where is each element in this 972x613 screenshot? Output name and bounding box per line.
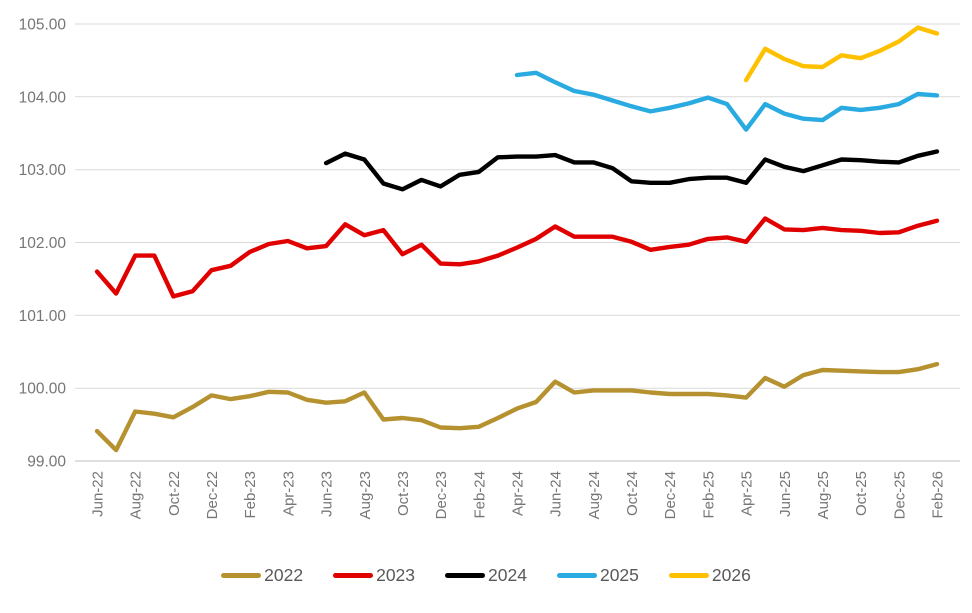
legend-swatch-2022 — [221, 572, 262, 578]
legend-item-2022[interactable]: 2022 — [221, 565, 303, 586]
y-axis-tick-label: 100.00 — [19, 381, 67, 398]
x-axis-tick-label: Aug-22 — [128, 471, 145, 519]
series-line-2024[interactable] — [323, 149, 940, 192]
legend-label: 2022 — [264, 564, 304, 585]
y-axis-tick-label: 104.00 — [19, 89, 67, 106]
y-axis-tick-label: 103.00 — [19, 162, 67, 179]
chart-legend: 2022 2023 2024 2025 2026 — [0, 561, 972, 589]
y-axis-tick-label: 101.00 — [19, 308, 67, 325]
x-axis-tick-label: Feb-26 — [930, 471, 947, 519]
x-axis-tick-label: Jun-25 — [777, 471, 794, 517]
x-axis-tick-label: Apr-25 — [739, 471, 756, 516]
x-axis-tick-label: Jun-23 — [319, 471, 336, 517]
y-axis-tick-label: 99.00 — [27, 454, 66, 471]
series-line-2026[interactable] — [743, 25, 940, 83]
x-axis-tick-label: Feb-23 — [242, 471, 259, 519]
x-axis-tick-label: Oct-23 — [395, 471, 412, 516]
series-line-2025[interactable] — [514, 70, 940, 132]
legend-label: 2023 — [376, 564, 416, 585]
x-axis-tick-label: Apr-23 — [280, 471, 297, 516]
legend-swatch-2024 — [445, 572, 486, 578]
x-axis-tick-label: Oct-24 — [624, 471, 641, 516]
legend-swatch-2026 — [668, 572, 709, 578]
x-axis-tick-label: Feb-24 — [471, 471, 488, 519]
legend-label: 2026 — [711, 564, 751, 585]
series-line-2023[interactable] — [94, 216, 940, 299]
x-axis-tick-label: Dec-23 — [433, 471, 450, 519]
legend-item-2026[interactable]: 2026 — [668, 564, 751, 586]
legend-swatch-2023 — [333, 572, 374, 578]
x-axis-tick-label: Aug-23 — [357, 471, 374, 519]
x-axis-tick-label: Jun-24 — [548, 471, 565, 517]
legend-label: 2024 — [488, 564, 527, 585]
y-axis-tick-label: 105.00 — [19, 17, 67, 34]
x-axis-tick-label: Feb-25 — [700, 471, 717, 519]
legend-item-2025[interactable]: 2025 — [556, 564, 639, 586]
x-axis-tick-label: Dec-24 — [662, 471, 679, 519]
legend-swatch-2025 — [556, 572, 597, 578]
x-axis-tick-label: Apr-24 — [510, 471, 527, 516]
x-axis-tick-label: Oct-25 — [853, 471, 870, 516]
legend-item-2023[interactable]: 2023 — [333, 565, 415, 586]
legend-label: 2025 — [599, 564, 639, 585]
x-axis-tick-label: Jun-22 — [90, 471, 107, 517]
x-axis-tick-label: Aug-25 — [815, 471, 832, 519]
x-axis-tick-label: Aug-24 — [586, 471, 603, 519]
series-line-2022[interactable] — [94, 361, 940, 453]
x-axis-tick-label: Dec-25 — [891, 471, 908, 519]
x-axis-tick-label: Dec-22 — [204, 471, 221, 519]
y-axis-tick-label: 102.00 — [19, 235, 67, 252]
legend-item-2024[interactable]: 2024 — [445, 565, 527, 586]
x-axis-tick-label: Oct-22 — [166, 471, 183, 516]
